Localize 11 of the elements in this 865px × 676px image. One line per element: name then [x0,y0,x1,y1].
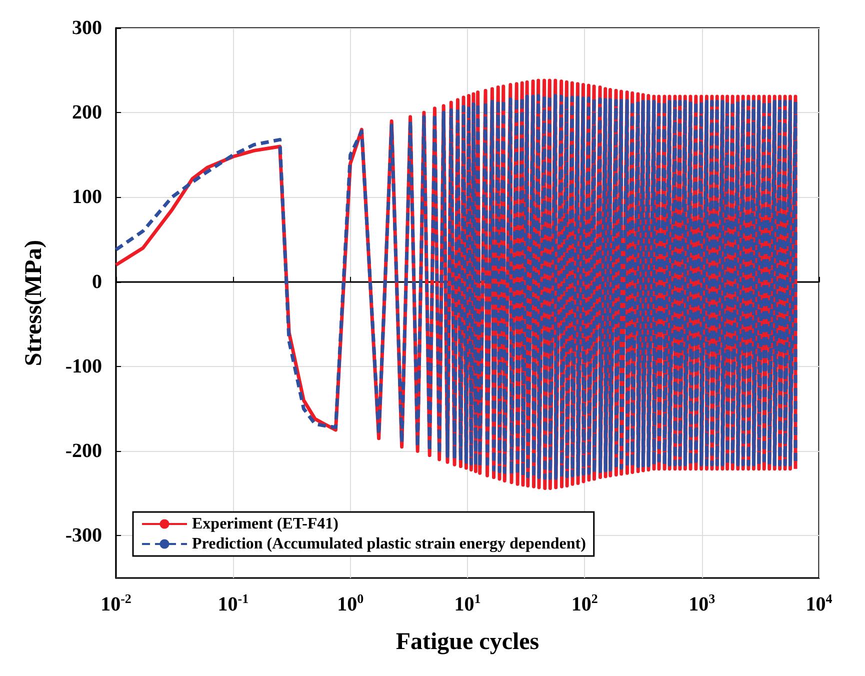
y-tick-label: 200 [72,102,102,124]
y-tick-label: -200 [65,440,102,462]
y-axis-title: Stress(MPa) [21,240,47,366]
y-tick-label: 300 [72,17,102,39]
x-axis-title: Fatigue cycles [396,629,540,655]
y-tick-label: 100 [72,186,102,208]
y-tick-label: 0 [92,270,102,293]
y-tick-label: -300 [65,524,102,547]
y-tick-label: -100 [65,355,102,378]
legend-label: Prediction (Accumulated plastic strain energy dependent) [192,536,586,552]
legend-label: Experiment (ET-F41) [192,516,339,532]
